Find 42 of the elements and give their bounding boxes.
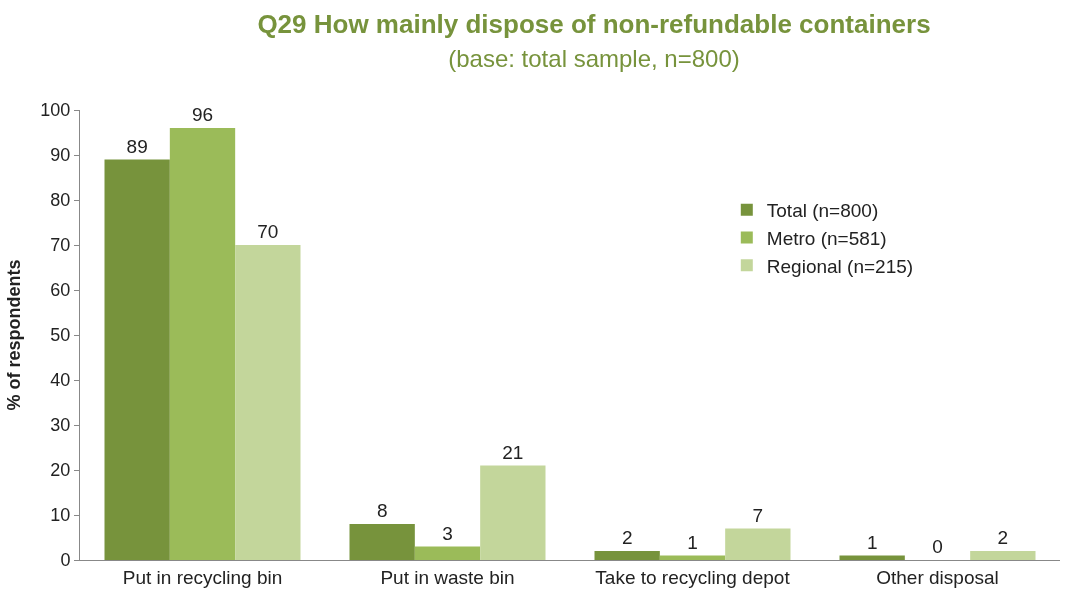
legend-label: Metro (n=581) — [766, 227, 887, 249]
y-tick-label: 70 — [50, 235, 71, 256]
y-tick-label: 30 — [50, 415, 71, 436]
bar — [169, 128, 236, 560]
chart-subtitle: (base: total sample, n=800) — [448, 45, 740, 73]
data-label: 2 — [621, 527, 633, 548]
data-label: 3 — [442, 522, 453, 544]
y-tick-label: 20 — [50, 460, 71, 481]
bar — [349, 524, 415, 560]
data-label: 89 — [126, 135, 148, 157]
bar — [594, 551, 660, 560]
y-tick-label: 40 — [50, 370, 71, 391]
data-label: 1 — [866, 531, 878, 553]
data-label: 0 — [932, 536, 943, 557]
y-tick-label: 90 — [50, 145, 71, 166]
x-tick-label: Take to recycling depot — [595, 566, 791, 588]
y-tick-label: 0 — [60, 550, 71, 571]
y-axis-title: % of respondents — [3, 259, 24, 411]
data-label: 96 — [191, 104, 214, 125]
legend-label: Total (n=800) — [766, 200, 879, 222]
y-tick-label: 50 — [50, 325, 71, 346]
data-label: 2 — [997, 527, 1009, 548]
y-tick-label: 80 — [50, 190, 71, 211]
bar — [104, 159, 170, 560]
chart-title: Q29 How mainly dispose of non-refundable containers — [257, 9, 931, 40]
bar — [970, 551, 1036, 560]
data-label: 1 — [687, 531, 698, 553]
y-tick-label: 100 — [40, 100, 71, 121]
bar — [480, 465, 546, 560]
data-label: 70 — [257, 221, 279, 242]
y-tick-label: 60 — [50, 280, 71, 301]
data-label: 21 — [502, 441, 524, 463]
x-tick-label: Put in recycling bin — [122, 566, 283, 588]
y-tick-label: 10 — [50, 505, 71, 526]
x-tick-label: Other disposal — [876, 566, 999, 588]
legend-label: Regional (n=215) — [766, 255, 914, 277]
bar — [414, 546, 481, 560]
bar — [235, 245, 301, 560]
data-label: 8 — [376, 500, 388, 521]
data-label: 7 — [752, 504, 764, 526]
bar — [725, 528, 791, 560]
x-tick-label: Put in waste bin — [380, 566, 515, 588]
